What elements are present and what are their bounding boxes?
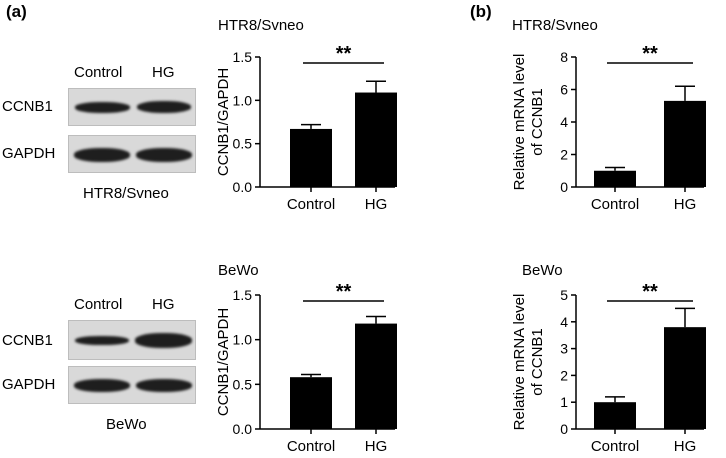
y-tick-label: 4 <box>560 314 568 330</box>
blot-strip-ccnb1 <box>68 88 196 126</box>
significance-label: ** <box>642 281 658 303</box>
blot-band <box>74 379 130 392</box>
y-tick-label: 2 <box>560 367 568 383</box>
blot-row-label-ccnb1: CCNB1 <box>2 332 53 349</box>
y-tick-label: 1.0 <box>233 92 253 108</box>
blot-row-label-gapdh: GAPDH <box>2 376 56 393</box>
y-axis-label: of CCNB1 <box>529 328 546 396</box>
y-tick-label: 0.5 <box>233 136 253 152</box>
blot-row-label-gapdh: GAPDH <box>2 145 56 162</box>
category-label: Control <box>287 196 335 213</box>
category-label: HG <box>674 438 697 455</box>
blot-cell-line-label: BeWo <box>106 416 147 433</box>
bar <box>664 327 706 429</box>
y-tick-label: 0.5 <box>233 376 253 392</box>
blot-lane-label-control: Control <box>74 296 123 313</box>
bar <box>290 377 332 429</box>
y-tick-label: 5 <box>560 287 568 303</box>
y-tick-label: 0.0 <box>233 421 253 437</box>
blot-band <box>75 336 129 345</box>
y-tick-label: 1 <box>560 394 568 410</box>
category-label: Control <box>591 438 639 455</box>
blot-band <box>74 148 130 162</box>
bar <box>355 323 397 429</box>
bar <box>594 170 636 187</box>
y-tick-label: 1.0 <box>233 332 253 348</box>
category-label: Control <box>287 438 335 455</box>
y-tick-label: 0 <box>560 421 568 437</box>
panel-label-b: (b) <box>470 2 492 21</box>
chart-title: HTR8/Svneo <box>218 17 304 34</box>
y-tick-label: 1.5 <box>233 49 253 65</box>
panel-label-a: (a) <box>6 2 27 21</box>
blot-band <box>135 333 192 348</box>
blot-cell-line-label: HTR8/Svneo <box>83 185 169 202</box>
bar <box>664 100 706 187</box>
blot-lane-label-hg: HG <box>152 296 175 313</box>
y-tick-label: 3 <box>560 341 568 357</box>
chart-mrna-htr8: HTR8/Svneo Relative mRNA level of CCNB1 0 2 4… <box>511 17 706 213</box>
chart-title: BeWo <box>218 262 259 279</box>
category-label: HG <box>365 196 388 213</box>
blot-lane-label-hg: HG <box>152 64 175 81</box>
significance-label: ** <box>642 43 658 65</box>
bar <box>594 402 636 429</box>
bar <box>290 128 332 187</box>
y-tick-label: 8 <box>560 49 568 65</box>
blot-band <box>137 101 191 113</box>
chart-title: BeWo <box>522 262 563 279</box>
blot-strip-gapdh <box>68 366 196 404</box>
bar <box>355 92 397 187</box>
significance-label: ** <box>336 43 352 65</box>
y-axis-label: Relative mRNA level <box>511 294 528 431</box>
y-tick-label: 6 <box>560 82 568 98</box>
y-tick-label: 0.0 <box>233 179 253 195</box>
blot-strip-gapdh <box>68 135 196 173</box>
category-label: HG <box>674 196 697 213</box>
blot-band <box>75 102 130 113</box>
blot-lane-label-control: Control <box>74 64 123 81</box>
chart-title: HTR8/Svneo <box>512 17 598 34</box>
blot-band <box>136 379 192 392</box>
significance-label: ** <box>336 281 352 303</box>
y-axis-label: CCNB1/GAPDH <box>215 308 232 416</box>
y-tick-label: 1.5 <box>233 287 253 303</box>
y-tick-label: 4 <box>560 114 568 130</box>
y-axis-label: CCNB1/GAPDH <box>215 68 232 176</box>
category-label: HG <box>365 438 388 455</box>
y-axis-label: of CCNB1 <box>529 88 546 156</box>
y-tick-label: 2 <box>560 147 568 163</box>
blot-band <box>136 148 192 162</box>
blot-strip-ccnb1 <box>68 320 196 360</box>
y-axis-label: Relative mRNA level <box>511 54 528 191</box>
category-label: Control <box>591 196 639 213</box>
blot-row-label-ccnb1: CCNB1 <box>2 98 53 115</box>
chart-mrna-bewo: BeWo Relative mRNA level of CCNB1 0 1 2 3 4 5 Con… <box>511 262 706 455</box>
y-tick-label: 0 <box>560 179 568 195</box>
